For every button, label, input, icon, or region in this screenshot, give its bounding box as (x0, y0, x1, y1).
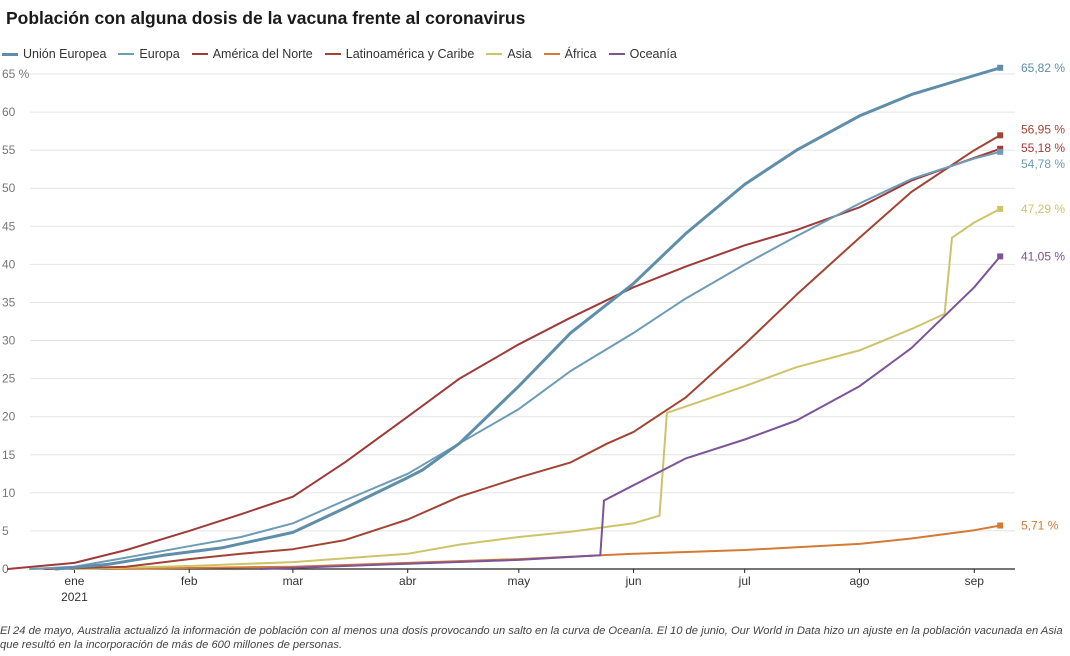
series-end-marker (997, 132, 1004, 139)
series-end-label: 56,95 % (1021, 122, 1065, 136)
series-line-latinoam-rica-y-caribe (43, 134, 1002, 570)
x-tick-label: ene (64, 574, 84, 588)
series-end-label: 55,18 % (1021, 141, 1065, 155)
legend-label: Europa (139, 47, 180, 61)
footnote: El 24 de mayo, Australia actualizó la in… (0, 625, 1063, 651)
series-end-marker (997, 145, 1004, 152)
x-tick-label: jun (625, 574, 642, 588)
legend-label: Latinoamérica y Caribe (345, 47, 475, 61)
series-line-ocean-a (258, 255, 1002, 570)
y-tick-label: 15 (2, 448, 16, 462)
legend-item-union-europea[interactable]: Unión Europea (2, 47, 106, 61)
legend-swatch (324, 53, 341, 55)
y-tick-label: 65 % (2, 67, 30, 81)
y-tick-label: 20 (2, 410, 16, 424)
y-tick-label: 30 (2, 334, 16, 348)
series-line-europa (29, 150, 1002, 570)
legend-swatch (543, 53, 560, 55)
y-tick-label: 60 (2, 105, 16, 119)
series-end-label: 5,71 % (1021, 519, 1059, 533)
y-tick-label: 25 (2, 372, 16, 386)
chart-title: Población con alguna dosis de la vacuna … (6, 8, 526, 28)
legend-label: Oceanía (629, 47, 677, 61)
legend-item-oceania[interactable]: Oceanía (608, 47, 677, 61)
series-end-marker (997, 64, 1004, 71)
y-tick-label: 0 (2, 562, 9, 576)
series-line--frica (106, 524, 1002, 570)
series-end-label: 65,82 % (1021, 61, 1065, 75)
legend-item-africa[interactable]: África (543, 47, 597, 61)
series-line-am-rica-del-norte (6, 147, 1002, 570)
x-tick-label: feb (181, 574, 198, 588)
legend-label: Asia (507, 47, 532, 61)
legend-swatch (118, 53, 135, 55)
series-end-label: 54,78 % (1021, 157, 1065, 171)
y-tick-label: 10 (2, 486, 16, 500)
legend-item-europa[interactable]: Europa (118, 47, 180, 61)
y-tick-label: 45 (2, 219, 16, 233)
y-tick-label: 55 (2, 143, 16, 157)
series-line-asia (73, 207, 1002, 570)
y-tick-label: 35 (2, 295, 16, 309)
legend-item-america-del-norte[interactable]: América del Norte (191, 47, 313, 61)
legend-label: América del Norte (212, 47, 313, 61)
line-chart: 0 5 10 15 20 25 30 35 40 45 50 55 60 65 % ene 2021 feb ma… (2, 61, 1065, 604)
legend-swatch (191, 53, 208, 55)
series-end-marker (997, 148, 1004, 155)
legend-label: Unión Europea (23, 47, 107, 61)
series-end-label: 41,05 % (1021, 249, 1065, 263)
series-end-label: 47,29 % (1021, 202, 1065, 216)
series-end-marker (997, 522, 1004, 529)
legend-item-latinoamerica[interactable]: Latinoamérica y Caribe (324, 47, 475, 61)
series-end-marker (997, 205, 1004, 212)
x-tick-label: mar (283, 574, 304, 588)
x-tick-label: may (507, 574, 530, 588)
x-tick-label: ago (849, 574, 869, 588)
series-end-marker (997, 253, 1004, 260)
legend-label: África (564, 47, 597, 61)
y-tick-label: 50 (2, 181, 16, 195)
legend: Unión Europea Europa América del Norte L… (2, 47, 689, 61)
x-tick-sublabel: 2021 (61, 590, 88, 604)
series-line-uni-n-europea (54, 66, 1002, 571)
x-tick-label: abr (399, 574, 416, 588)
legend-item-asia[interactable]: Asia (486, 47, 532, 61)
legend-swatch (486, 53, 503, 55)
y-tick-label: 5 (2, 524, 9, 538)
y-tick-label: 40 (2, 257, 16, 271)
legend-swatch (608, 53, 625, 55)
x-tick-label: sep (965, 574, 985, 588)
legend-swatch (2, 52, 18, 56)
x-tick-label: jul (738, 574, 751, 588)
